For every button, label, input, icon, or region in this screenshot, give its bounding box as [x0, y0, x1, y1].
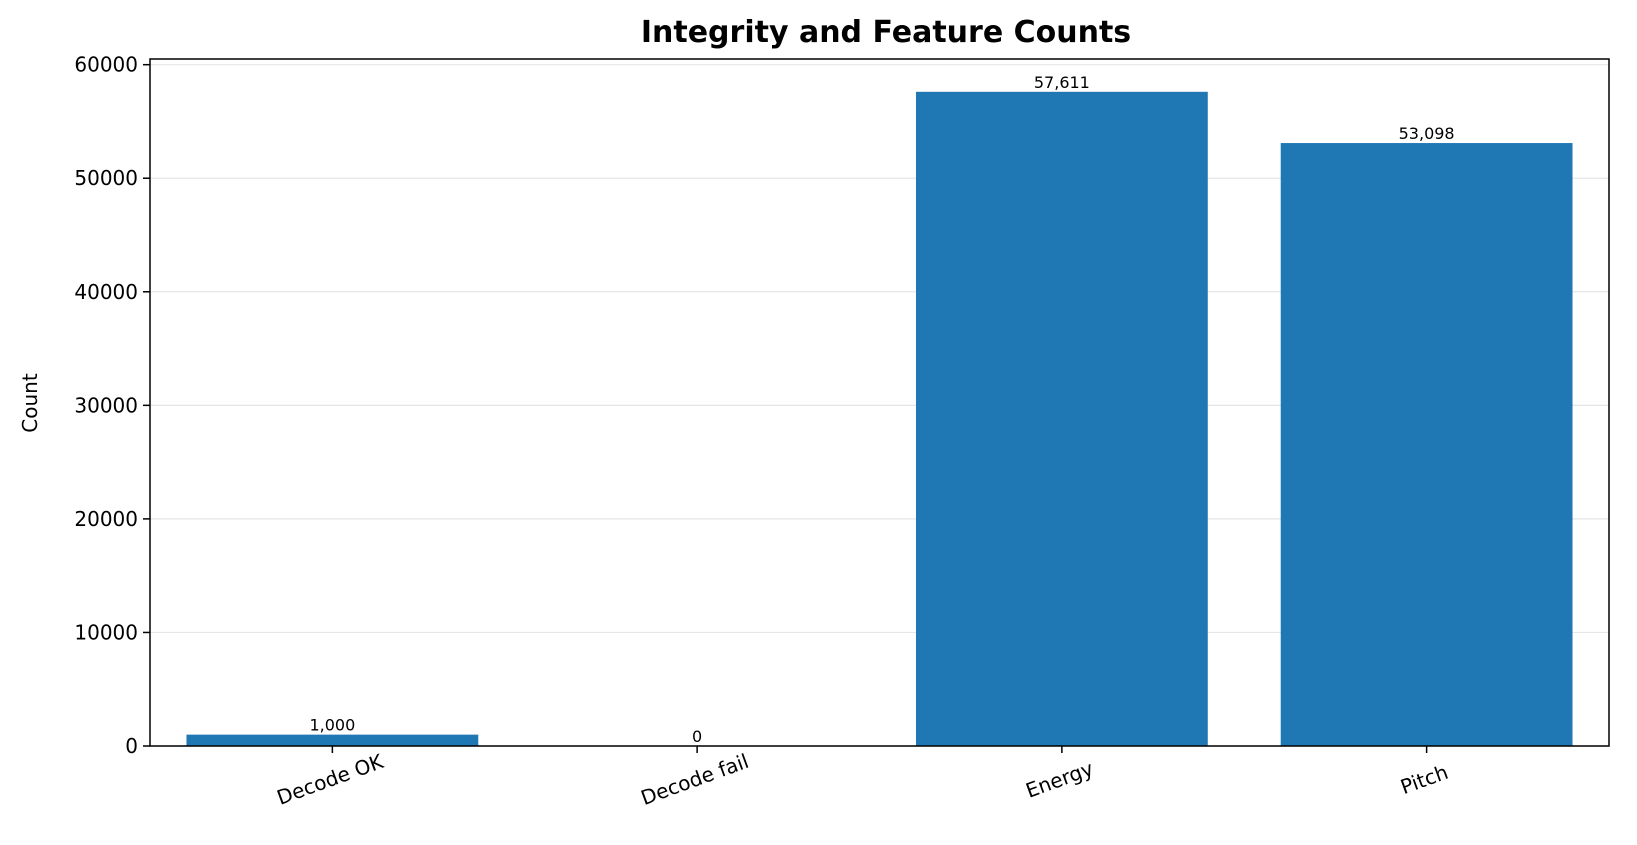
y-tick-label: 0 — [125, 734, 138, 758]
y-tick-label: 60000 — [74, 53, 138, 77]
data-labels-group: 1,000 0 57,611 53,098 — [309, 73, 1454, 746]
chart-title: Integrity and Feature Counts — [641, 15, 1131, 50]
data-label: 0 — [692, 727, 702, 746]
bar-energy — [915, 91, 1208, 747]
y-axis: 0 10000 20000 30000 40000 50000 60000 — [74, 53, 150, 758]
bars-group — [186, 91, 1573, 747]
y-tick-label: 10000 — [74, 620, 138, 644]
y-axis-label: Count — [18, 373, 42, 433]
y-tick-label: 30000 — [74, 393, 138, 417]
y-tick-label: 40000 — [74, 280, 138, 304]
data-label: 53,098 — [1399, 124, 1455, 143]
y-tick-label: 50000 — [74, 166, 138, 190]
bar-decode-ok — [186, 734, 479, 746]
data-label: 57,611 — [1034, 73, 1090, 92]
plot-frame — [149, 58, 1610, 747]
y-tick-label: 20000 — [74, 507, 138, 531]
data-label: 1,000 — [309, 716, 355, 735]
bar-pitch — [1280, 143, 1573, 746]
